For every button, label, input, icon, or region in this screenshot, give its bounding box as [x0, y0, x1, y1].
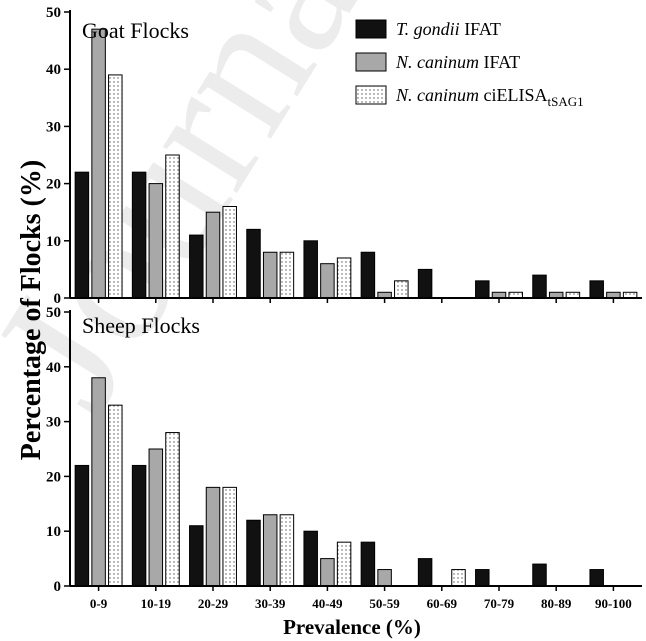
bar-goat-s3-20-29: [222, 205, 237, 299]
x-tick-label: 80-89: [541, 596, 572, 611]
bar-goat-s1-70-79: [475, 280, 490, 299]
bar-goat-s1-10-19: [131, 171, 147, 299]
y-tick-label: 30: [46, 119, 61, 135]
legend: T. gondii IFAT N. caninum IFAT N. caninum …: [355, 19, 584, 109]
x-tick-label: 10-19: [141, 596, 172, 611]
bar-goat-s3-0-9: [108, 74, 123, 299]
bar-sheep-s2-30-39: [262, 514, 278, 587]
bar-goat-s1-90-100: [589, 280, 604, 299]
bar-sheep-s1-80-89: [532, 563, 547, 587]
x-tick-label: 20-29: [198, 596, 229, 611]
bar-goat-s2-10-19: [148, 183, 164, 299]
y-tick-label: 0: [54, 579, 62, 595]
y-tick-label: 10: [46, 234, 61, 250]
bar-goat-s3-10-19: [165, 154, 180, 299]
y-tick-label: 30: [46, 415, 61, 431]
legend-swatch: [355, 19, 387, 39]
bar-sheep-s1-60-69: [417, 558, 433, 587]
legend-swatch: [355, 85, 387, 105]
x-tick-label: 50-59: [369, 596, 400, 611]
bar-sheep-s1-30-39: [246, 519, 261, 587]
bar-goat-s2-30-39: [262, 251, 278, 299]
bar-sheep-s2-50-59: [377, 569, 392, 587]
legend-label: N. caninum IFAT: [395, 52, 520, 72]
panel-title: Goat Flocks: [82, 18, 189, 43]
bar-sheep-s2-20-29: [205, 486, 221, 587]
bar-sheep-s3-60-69: [451, 569, 466, 587]
legend-swatch: [355, 52, 387, 72]
x-tick-label: 30-39: [255, 596, 286, 611]
bar-goat-s1-20-29: [189, 234, 204, 299]
bar-sheep-s1-70-79: [475, 569, 490, 587]
bar-goat-s2-20-29: [205, 211, 221, 299]
bar-goat-s3-50-59: [394, 280, 409, 299]
bar-sheep-s3-30-39: [279, 514, 295, 587]
y-tick-label: 50: [46, 5, 61, 21]
bar-sheep-s3-10-19: [165, 432, 180, 587]
bar-sheep-s1-0-9: [74, 464, 90, 587]
bar-goat-s2-40-49: [320, 263, 335, 299]
bar-sheep-s3-0-9: [108, 404, 123, 587]
panel-goat-flocks: 0 10 20 30 40 50 Goat Flocks: [46, 5, 642, 307]
bar-goat-s1-50-59: [360, 251, 376, 299]
y-tick-label: 40: [46, 360, 61, 376]
x-tick-label: 60-69: [427, 596, 458, 611]
bar-goat-s1-80-89: [532, 274, 547, 299]
bar-goat-s3-30-39: [279, 251, 295, 299]
x-tick-label: 0-9: [90, 596, 108, 611]
bar-sheep-s3-20-29: [222, 486, 237, 587]
bar-sheep-s3-40-49: [336, 541, 352, 587]
bar-sheep-s2-0-9: [91, 377, 106, 587]
bar-goat-s1-40-49: [303, 240, 318, 299]
bar-sheep-s1-10-19: [131, 464, 147, 587]
y-tick-label: 10: [46, 524, 61, 540]
x-tick-label: 90-100: [595, 596, 632, 611]
y-tick-label: 0: [54, 291, 62, 307]
legend-label: N. caninum ciELISAtSAG1: [395, 85, 584, 109]
bar-sheep-s1-20-29: [189, 525, 204, 587]
bar-goat-s1-60-69: [417, 268, 433, 299]
bar-goat-s1-0-9: [74, 171, 90, 299]
bar-sheep-s1-90-100: [589, 569, 604, 587]
y-tick-label: 40: [46, 62, 61, 78]
bar-sheep-s2-40-49: [320, 558, 335, 587]
bar-goat-s1-30-39: [246, 228, 261, 299]
bar-goat-s3-40-49: [336, 257, 352, 299]
bar-sheep-s1-40-49: [303, 530, 318, 587]
bar-sheep-s2-10-19: [148, 448, 164, 587]
bar-sheep-s1-50-59: [360, 541, 376, 587]
x-tick-label: 40-49: [312, 596, 343, 611]
legend-label: T. gondii IFAT: [396, 19, 501, 39]
x-tick-label: 70-79: [484, 596, 515, 611]
bar-goat-s2-0-9: [91, 28, 106, 299]
panel-title: Sheep Flocks: [82, 313, 200, 338]
x-axis-title: Prevalence (%): [283, 615, 421, 639]
y-tick-label: 20: [46, 469, 61, 485]
y-axis-title: Percentage of Flocks (%): [16, 160, 47, 460]
y-tick-label: 20: [46, 177, 61, 193]
panel-sheep-flocks: 0 10 20 30 40 50 Sheep Flocks 0-9 10-19 20-29 30-3…: [46, 305, 642, 611]
y-tick-label: 50: [46, 305, 61, 321]
